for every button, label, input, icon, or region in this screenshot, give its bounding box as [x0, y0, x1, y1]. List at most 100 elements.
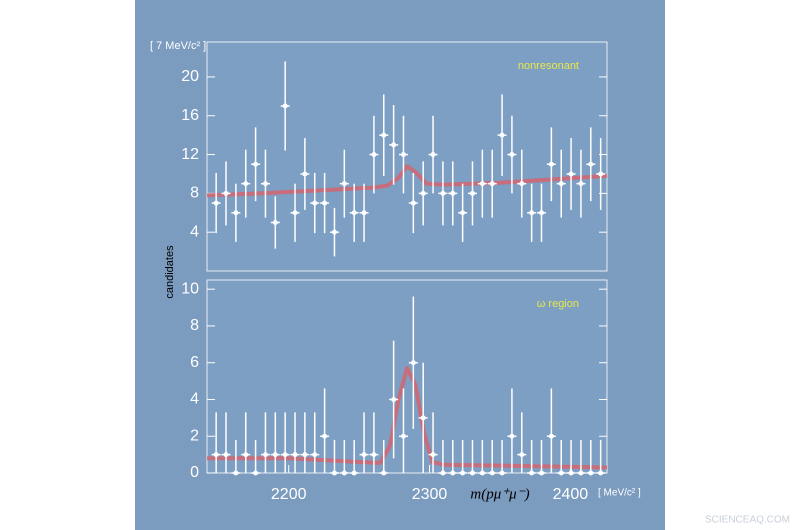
data-point — [588, 161, 594, 167]
data-point — [519, 452, 525, 458]
x-unit: [ MeV/c² ] — [598, 488, 641, 499]
data-point — [430, 152, 436, 158]
data-point — [598, 470, 604, 476]
x-tick-label: 2400 — [553, 486, 589, 503]
x-tick-label: 2200 — [271, 486, 307, 503]
data-point — [410, 200, 416, 206]
data-point — [351, 470, 357, 476]
data-point — [598, 171, 604, 177]
data-point — [341, 470, 347, 476]
data-point — [361, 210, 367, 216]
data-point — [262, 452, 268, 458]
data-point — [578, 181, 584, 187]
data-point — [272, 452, 278, 458]
y-tick-label: 16 — [181, 107, 199, 124]
data-point — [420, 415, 426, 421]
data-point — [371, 452, 377, 458]
data-point — [568, 171, 574, 177]
plot-frame — [206, 279, 608, 474]
data-point — [223, 452, 229, 458]
data-point — [282, 103, 288, 109]
data-point — [450, 470, 456, 476]
data-point — [233, 210, 239, 216]
data-point — [361, 452, 367, 458]
data-point — [410, 360, 416, 366]
data-point — [469, 190, 475, 196]
data-point — [479, 470, 485, 476]
data-point — [292, 452, 298, 458]
data-point — [262, 181, 268, 187]
data-point — [489, 181, 495, 187]
data-point — [400, 433, 406, 439]
y-axis-label: candidates — [164, 245, 176, 299]
data-point — [440, 190, 446, 196]
data-point — [460, 210, 466, 216]
plot-frame — [206, 41, 608, 272]
y-tick-label: 2 — [190, 427, 199, 444]
data-point — [509, 152, 515, 158]
data-point — [539, 210, 545, 216]
data-point — [253, 470, 259, 476]
data-point — [440, 470, 446, 476]
data-point — [479, 181, 485, 187]
data-point — [529, 470, 535, 476]
data-point — [568, 470, 574, 476]
data-point — [499, 470, 505, 476]
data-point — [450, 190, 456, 196]
y-tick-label: 4 — [190, 391, 199, 408]
data-point — [233, 470, 239, 476]
y-tick-label: 12 — [181, 146, 199, 163]
data-point — [529, 210, 535, 216]
data-point — [223, 190, 229, 196]
x-tick-label: 2300 — [412, 486, 448, 503]
data-point — [331, 229, 337, 235]
data-point — [282, 452, 288, 458]
data-point — [322, 200, 328, 206]
data-point — [312, 452, 318, 458]
data-point — [391, 396, 397, 402]
data-point — [400, 152, 406, 158]
data-point — [351, 210, 357, 216]
x-axis-label: m(pμ⁺μ⁻) — [470, 486, 529, 502]
y-tick-label: 8 — [190, 185, 199, 202]
data-point — [213, 200, 219, 206]
data-point — [558, 470, 564, 476]
data-point — [381, 132, 387, 138]
data-point — [312, 200, 318, 206]
y-tick-label: 10 — [181, 280, 199, 297]
panel-label: ω region — [537, 298, 579, 310]
y-tick-label: 8 — [190, 317, 199, 334]
data-point — [272, 219, 278, 225]
data-point — [548, 161, 554, 167]
data-point — [469, 470, 475, 476]
data-point — [322, 433, 328, 439]
y-tick-label: 0 — [190, 464, 199, 481]
data-point — [243, 181, 249, 187]
y-tick-label: 6 — [190, 354, 199, 371]
y-tick-label: 20 — [181, 68, 199, 85]
panel-label: nonresonant — [518, 60, 579, 72]
y-tick-label: 4 — [190, 223, 199, 240]
data-point — [292, 210, 298, 216]
data-point — [302, 452, 308, 458]
data-point — [371, 152, 377, 158]
data-point — [341, 181, 347, 187]
data-point — [489, 470, 495, 476]
data-point — [420, 190, 426, 196]
data-point — [519, 181, 525, 187]
data-point — [460, 470, 466, 476]
data-point — [430, 452, 436, 458]
data-point — [548, 433, 554, 439]
data-point — [243, 452, 249, 458]
y-unit: [ 7 MeV/c² ] — [150, 40, 206, 52]
data-point — [578, 470, 584, 476]
data-point — [302, 171, 308, 177]
data-point — [253, 161, 259, 167]
data-point — [558, 181, 564, 187]
data-point — [381, 470, 387, 476]
data-point — [509, 433, 515, 439]
data-point — [588, 470, 594, 476]
data-point — [499, 132, 505, 138]
